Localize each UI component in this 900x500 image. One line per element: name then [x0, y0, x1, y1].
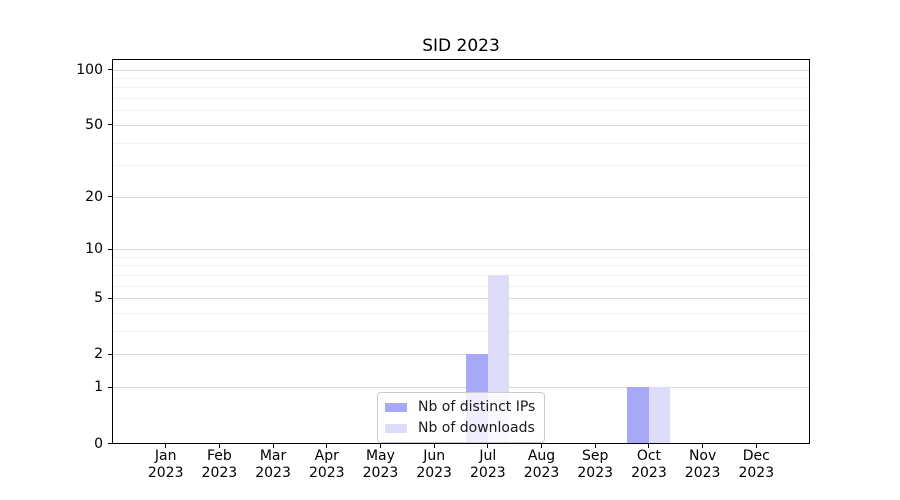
- y-tick: [108, 353, 112, 355]
- x-tick-label: Aug 2023: [510, 448, 574, 481]
- legend: Nb of distinct IPs Nb of downloads: [377, 392, 545, 443]
- x-tick-label: Apr 2023: [295, 448, 359, 481]
- y-tick-label: 10: [85, 241, 103, 258]
- y-tick-label: 5: [94, 290, 103, 307]
- x-tick-label: Feb 2023: [187, 448, 251, 481]
- gridline-major: [113, 196, 809, 198]
- gridline-minor: [113, 110, 809, 112]
- y-tick: [108, 386, 112, 388]
- y-tick: [108, 124, 112, 126]
- x-tick-label: Mar 2023: [241, 448, 305, 481]
- x-tick-label-month: Jan: [154, 448, 177, 464]
- x-tick-label-month: Nov: [688, 448, 717, 464]
- x-tick-label: Nov 2023: [671, 448, 735, 481]
- x-tick: [326, 444, 328, 448]
- gridline-major: [113, 387, 809, 389]
- x-tick-label-month: Sep: [582, 448, 609, 464]
- legend-swatch: [385, 402, 407, 412]
- x-tick: [755, 444, 757, 448]
- legend-item: Nb of downloads: [385, 419, 535, 437]
- chart-title: SID 2023: [422, 36, 500, 56]
- x-tick-label: Jun 2023: [402, 448, 466, 481]
- x-tick-label-month: Aug: [527, 448, 556, 464]
- x-tick-label-month: Jul: [479, 448, 497, 464]
- plot-area: [112, 59, 810, 444]
- gridline-minor: [113, 313, 809, 315]
- legend-label: Nb of distinct IPs: [418, 399, 536, 415]
- x-tick-label-year: 2023: [577, 464, 614, 481]
- x-tick-label-month: Feb: [206, 448, 232, 464]
- x-tick-label: Dec 2023: [724, 448, 788, 481]
- y-tick: [108, 297, 112, 299]
- gridline-minor: [113, 77, 809, 79]
- legend-label: Nb of downloads: [418, 420, 535, 436]
- x-tick: [379, 444, 381, 448]
- x-tick-label-month: Mar: [259, 448, 287, 464]
- x-tick-label-year: 2023: [308, 464, 345, 481]
- x-tick-label: Oct 2023: [617, 448, 681, 481]
- gridline-major: [113, 69, 809, 71]
- x-tick-label-year: 2023: [362, 464, 399, 481]
- x-tick: [648, 444, 650, 448]
- x-tick-label: Jan 2023: [134, 448, 198, 481]
- x-tick-label-year: 2023: [523, 464, 560, 481]
- gridline-minor: [113, 265, 809, 267]
- x-tick-label: Sep 2023: [563, 448, 627, 481]
- y-tick: [108, 69, 112, 70]
- x-tick-label: Jul 2023: [456, 448, 520, 481]
- gridline-major: [113, 298, 809, 300]
- x-tick-label-month: Oct: [636, 448, 662, 464]
- x-tick: [487, 444, 489, 448]
- x-tick-label-year: 2023: [631, 464, 667, 481]
- gridline-minor: [113, 331, 809, 333]
- y-tick-label: 2: [94, 346, 103, 363]
- gridline-major: [113, 354, 809, 356]
- gridline-minor: [113, 87, 809, 89]
- gridline-minor: [113, 98, 809, 100]
- gridline-minor: [113, 285, 809, 287]
- gridline-minor: [113, 165, 809, 167]
- x-tick-label-year: 2023: [738, 464, 775, 481]
- x-tick-label-year: 2023: [416, 464, 452, 481]
- y-tick: [108, 196, 112, 198]
- x-tick-label-year: 2023: [201, 464, 238, 481]
- x-tick-label-month: Apr: [314, 448, 339, 464]
- gridline-major: [113, 124, 809, 126]
- legend-item: Nb of distinct IPs: [385, 398, 536, 416]
- x-tick: [702, 444, 704, 448]
- y-tick: [108, 443, 112, 444]
- x-tick: [433, 444, 435, 448]
- x-tick: [165, 444, 167, 448]
- x-tick-label-year: 2023: [684, 464, 721, 481]
- y-tick-label: 100: [76, 61, 103, 78]
- bar-nb-of-downloads: [648, 387, 671, 444]
- x-tick-label-month: May: [365, 448, 395, 464]
- legend-swatch: [385, 423, 407, 433]
- gridline-minor: [113, 274, 809, 276]
- x-tick-label-year: 2023: [255, 464, 291, 481]
- x-tick: [218, 444, 220, 448]
- x-tick-label: May 2023: [348, 448, 412, 481]
- x-tick: [541, 444, 543, 448]
- y-tick-label: 0: [94, 435, 103, 452]
- x-tick: [272, 444, 274, 448]
- x-tick-label-month: Jun: [423, 448, 446, 464]
- y-tick-label: 50: [85, 116, 103, 133]
- gridline-minor: [113, 142, 809, 144]
- x-tick-label-year: 2023: [147, 464, 184, 481]
- gridline-minor: [113, 256, 809, 258]
- bar-nb-of-distinct-ips: [627, 387, 649, 444]
- gridline-major: [113, 249, 809, 251]
- y-tick-label: 20: [85, 188, 103, 205]
- x-tick-label-year: 2023: [470, 464, 506, 481]
- x-tick-label-month: Dec: [742, 448, 770, 464]
- x-tick: [594, 444, 596, 448]
- y-tick: [108, 248, 112, 250]
- y-tick-label: 1: [94, 379, 103, 396]
